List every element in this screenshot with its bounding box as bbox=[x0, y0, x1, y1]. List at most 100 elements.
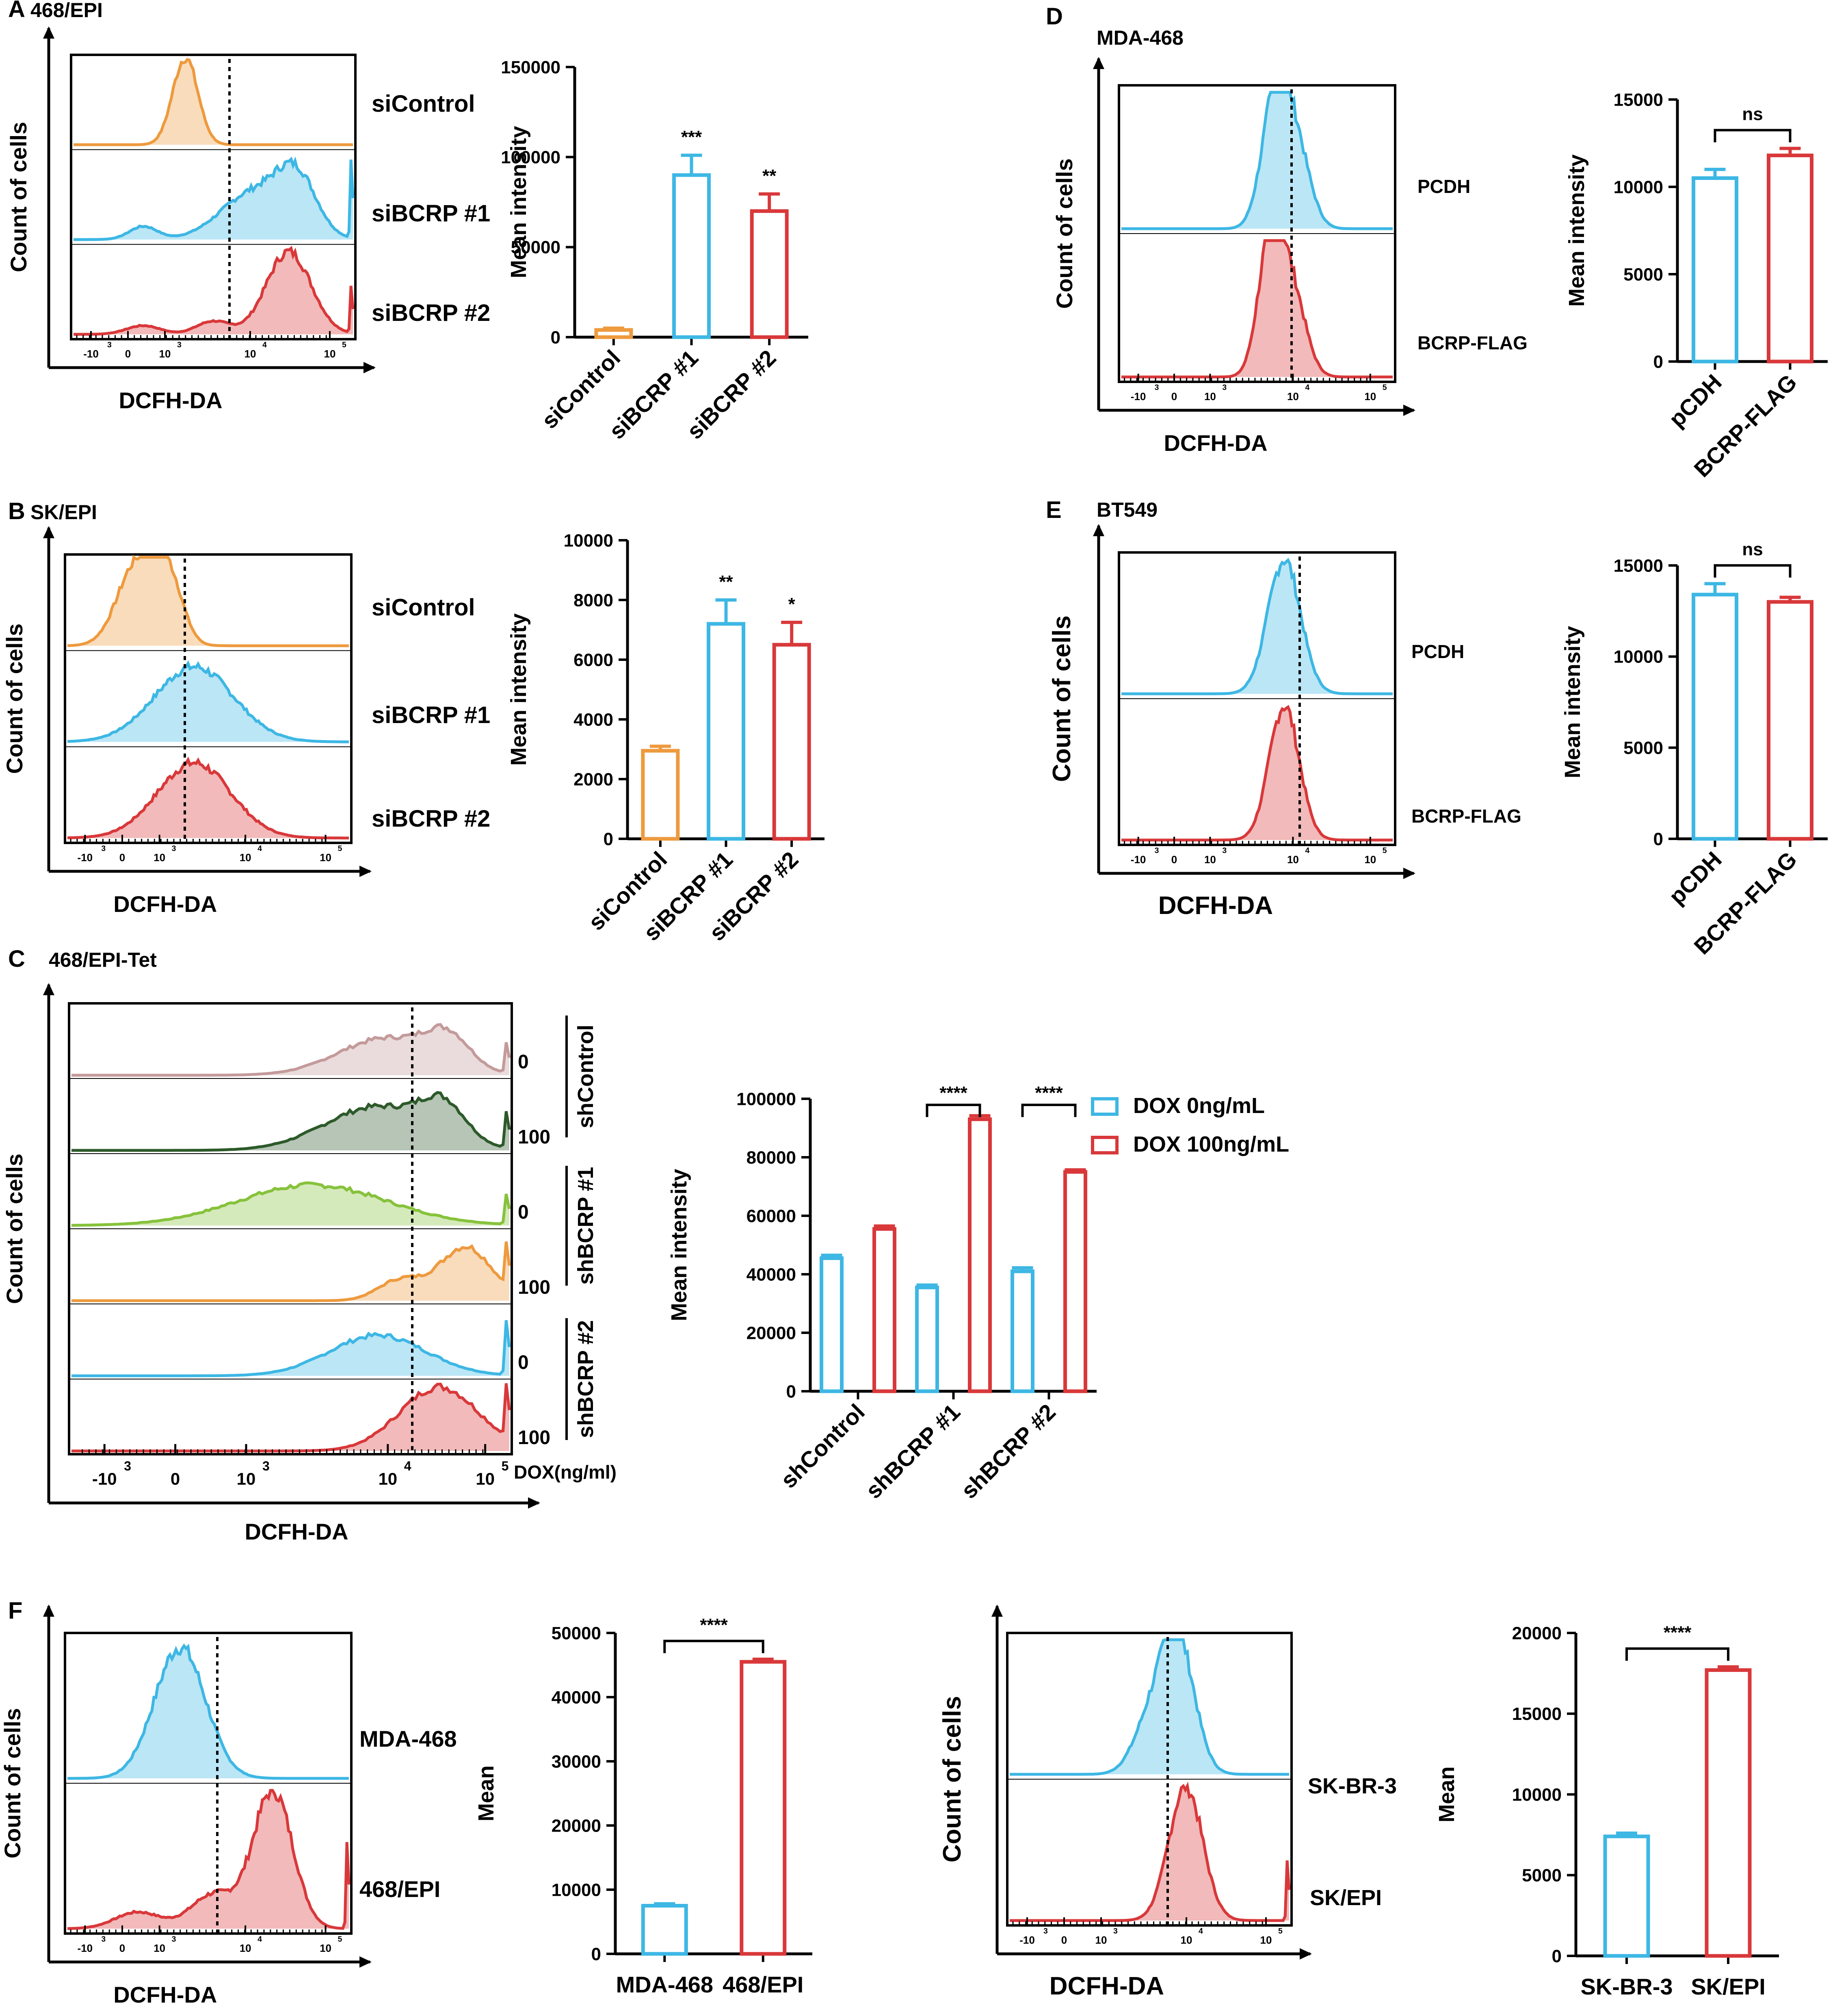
sample-label: siBCRP #2 bbox=[372, 806, 490, 832]
x-tick-exponent: 3 bbox=[1043, 1927, 1048, 1936]
x-tick-exponent: 5 bbox=[338, 1935, 342, 1944]
x-tick-label: -10 bbox=[92, 1469, 117, 1488]
x-tick-label: 10 bbox=[378, 1469, 397, 1488]
bar-dox100-3 bbox=[1063, 1170, 1087, 1393]
significance-label: **** bbox=[700, 1615, 728, 1635]
histogram-trace-2 bbox=[67, 660, 349, 743]
y-axis-label: Count of cells bbox=[1052, 158, 1077, 309]
significance-bracket bbox=[1714, 129, 1792, 143]
y-tick-label: 0 bbox=[1552, 1946, 1562, 1966]
panel-f-bar-right: 0 5000 10000 15000 20000 Mean SK-BR-3 SK/EPI ***… bbox=[1435, 1622, 1779, 1999]
histogram-trace-1-fill bbox=[1121, 92, 1393, 229]
y-axis-arrow-icon bbox=[991, 1605, 1003, 1617]
panel-letter: A bbox=[8, 0, 25, 22]
histogram-trace-1 bbox=[67, 1643, 349, 1780]
x-tick-label: 10 bbox=[245, 348, 256, 360]
y-axis-label: Mean bbox=[1435, 1766, 1459, 1822]
panel-letter: F bbox=[8, 1598, 22, 1624]
y-tick-label: 15000 bbox=[1512, 1704, 1562, 1724]
x-tick-label: 0 bbox=[1171, 390, 1177, 403]
x-axis-label: DCFH-DA bbox=[1050, 1972, 1164, 2000]
bar-2 bbox=[1767, 154, 1813, 364]
x-tick-label: pCDH bbox=[1664, 369, 1727, 432]
x-axis-label: DCFH-DA bbox=[113, 1982, 217, 2007]
panel-letter: E bbox=[1046, 497, 1062, 523]
x-tick-label: 10 bbox=[237, 1469, 256, 1488]
sample-label: siBCRP #2 bbox=[372, 300, 490, 326]
histogram-trace-3 bbox=[74, 246, 355, 336]
sample-label: siControl bbox=[372, 91, 475, 117]
x-tick-exponent: 3 bbox=[101, 844, 106, 853]
x-axis-arrow-icon bbox=[1403, 405, 1415, 416]
histogram-trace-2 bbox=[1121, 705, 1393, 842]
x-axis-arrow-icon bbox=[1403, 868, 1415, 879]
x-tick-label: -10 bbox=[1131, 853, 1146, 866]
y-axis-arrow-icon bbox=[43, 526, 54, 538]
significance-bracket bbox=[663, 1639, 764, 1653]
x-tick-label: 10 bbox=[1204, 390, 1216, 403]
histogram-trace-1 bbox=[1121, 558, 1393, 695]
y-axis-arrow-icon bbox=[1093, 57, 1104, 69]
y-axis-arrow-icon bbox=[1093, 524, 1104, 536]
histogram-trace-1-fill bbox=[67, 557, 349, 646]
y-tick-label: 4000 bbox=[573, 710, 613, 730]
y-tick-label: 100000 bbox=[501, 147, 560, 167]
group-label: shBCRP #2 bbox=[573, 1320, 598, 1438]
panel-d-flow: -10 3 0 10 3 10 4 10 5 Count of cells DCFH-DA PCDH B… bbox=[1052, 57, 1528, 456]
x-tick-exponent: 3 bbox=[1222, 383, 1227, 392]
significance-label: ** bbox=[762, 166, 777, 186]
x-tick-exponent: 5 bbox=[342, 340, 346, 349]
histogram-trace-5-fill bbox=[71, 1320, 509, 1376]
y-tick-label: 20000 bbox=[552, 1816, 601, 1836]
sample-label: BCRP-FLAG bbox=[1417, 332, 1528, 353]
x-tick-exponent: 4 bbox=[1305, 846, 1309, 855]
x-tick-label: 10 bbox=[476, 1469, 495, 1488]
x-tick-exponent: 3 bbox=[1113, 1927, 1118, 1936]
x-tick-label: 10 bbox=[1287, 853, 1299, 866]
x-tick-exponent: 3 bbox=[262, 1459, 270, 1473]
histogram-trace-2-fill bbox=[71, 1092, 509, 1150]
y-tick-label: 5000 bbox=[1522, 1866, 1562, 1886]
group-label: shBCRP #1 bbox=[573, 1167, 598, 1284]
y-tick-label: 20000 bbox=[747, 1323, 796, 1343]
x-tick-exponent: 4 bbox=[258, 1935, 262, 1944]
panel-title: BT549 bbox=[1097, 498, 1158, 521]
y-tick-label: 40000 bbox=[747, 1265, 796, 1284]
x-tick-label: 468/EPI bbox=[723, 1972, 803, 1997]
histogram-trace-2-fill bbox=[1121, 707, 1393, 840]
x-tick-label: 10 bbox=[1287, 390, 1299, 403]
significance-label: **** bbox=[1035, 1083, 1063, 1103]
x-tick-exponent: 4 bbox=[404, 1459, 411, 1473]
bar-2 bbox=[1705, 1668, 1752, 1958]
x-tick-exponent: 3 bbox=[101, 1935, 106, 1944]
histogram-trace-2 bbox=[1121, 239, 1393, 379]
histogram-trace-1-fill bbox=[1121, 560, 1393, 694]
panel-title: 468/EPI-Tet bbox=[49, 948, 157, 971]
y-axis-arrow-icon bbox=[43, 983, 54, 995]
y-tick-label: 10000 bbox=[552, 1880, 601, 1900]
bar-3 bbox=[750, 209, 789, 339]
histogram-trace-1-fill bbox=[74, 59, 353, 145]
y-tick-label: 15000 bbox=[1614, 90, 1663, 110]
histogram-trace-2-fill bbox=[67, 1790, 349, 1929]
x-axis-label: DCFH-DA bbox=[113, 891, 217, 917]
panel-title: MDA-468 bbox=[1097, 26, 1184, 49]
x-tick-exponent: 3 bbox=[172, 1935, 176, 1944]
y-axis-label: Mean bbox=[474, 1765, 498, 1821]
histogram-trace-3 bbox=[67, 756, 349, 840]
bar-1 bbox=[1692, 176, 1738, 364]
y-tick-label: 5000 bbox=[1623, 738, 1663, 758]
bar-dox0-1 bbox=[820, 1256, 844, 1393]
y-axis-label: Count of cells bbox=[6, 122, 31, 272]
x-tick-exponent: 5 bbox=[1383, 846, 1387, 855]
dox-label: 100 bbox=[518, 1126, 550, 1148]
histogram-trace-4-fill bbox=[71, 1241, 509, 1301]
x-tick-label: 10 bbox=[154, 851, 165, 864]
x-axis-arrow-icon bbox=[1300, 1948, 1312, 1960]
x-tick-label: shControl bbox=[775, 1399, 870, 1493]
x-tick-exponent: 3 bbox=[107, 340, 112, 349]
x-tick-label: 10 bbox=[240, 1942, 251, 1954]
